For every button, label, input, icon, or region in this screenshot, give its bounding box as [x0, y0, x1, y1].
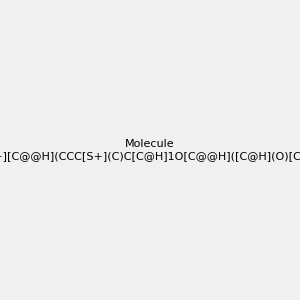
Text: Molecule
[NH3+][C@@H](CCC[S+](C)C[C@H]1O[C@@H]([C@H](O)[C@@...: Molecule [NH3+][C@@H](CCC[S+](C)C[C@H]1O…	[0, 139, 300, 161]
